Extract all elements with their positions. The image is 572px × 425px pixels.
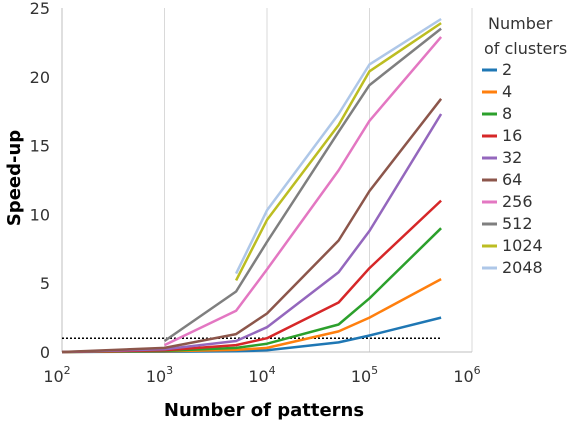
- y-axis-title: Speed-up: [4, 130, 25, 226]
- y-tick-label: 15: [30, 137, 50, 156]
- y-tick-label: 0: [40, 343, 50, 362]
- series-line-512: [163, 27, 442, 343]
- series-line-2048: [234, 17, 442, 275]
- legend-title-line-2: of clusters: [484, 39, 567, 58]
- x-tick-label-4: 106: [453, 364, 480, 386]
- legend-label-1024: 1024: [502, 236, 543, 255]
- x-tick-label-2: 104: [248, 364, 275, 386]
- series-layer: [61, 17, 443, 354]
- legend-label-256: 256: [502, 192, 533, 211]
- legend-label-16: 16: [502, 126, 522, 145]
- legend-items: 2 4 8 16 32 64 256 512 1024 2048: [482, 60, 543, 277]
- series-line-1024: [234, 22, 442, 281]
- series-line-32: [61, 113, 443, 354]
- y-tick-label: 10: [30, 205, 50, 224]
- legend-label-4: 4: [502, 82, 512, 101]
- tick-label-layer: 0 5 10 15 20 25 102 103 104 105 106: [30, 0, 481, 386]
- legend-label-8: 8: [502, 104, 512, 123]
- legend-label-64: 64: [502, 170, 522, 189]
- series-line-16: [61, 199, 442, 354]
- legend-label-32: 32: [502, 148, 522, 167]
- legend: Number of clusters 2 4 8 16 32 64 256 512 1024 20…: [482, 14, 567, 277]
- legend-title-line-1: Number: [488, 14, 553, 33]
- y-tick-label: 20: [30, 68, 50, 87]
- x-axis-title: Number of patterns: [164, 400, 364, 421]
- legend-label-2: 2: [502, 60, 512, 79]
- legend-label-2048: 2048: [502, 258, 543, 277]
- legend-label-512: 512: [502, 214, 533, 233]
- x-tick-label-3: 105: [351, 364, 378, 386]
- y-tick-label: 25: [30, 0, 50, 18]
- series-line-256: [163, 36, 443, 347]
- x-tick-label-0: 102: [43, 364, 70, 386]
- grid-layer: [61, 8, 473, 352]
- y-tick-label: 5: [40, 274, 50, 293]
- series-line-64: [61, 98, 443, 354]
- x-tick-label-1: 103: [146, 364, 173, 386]
